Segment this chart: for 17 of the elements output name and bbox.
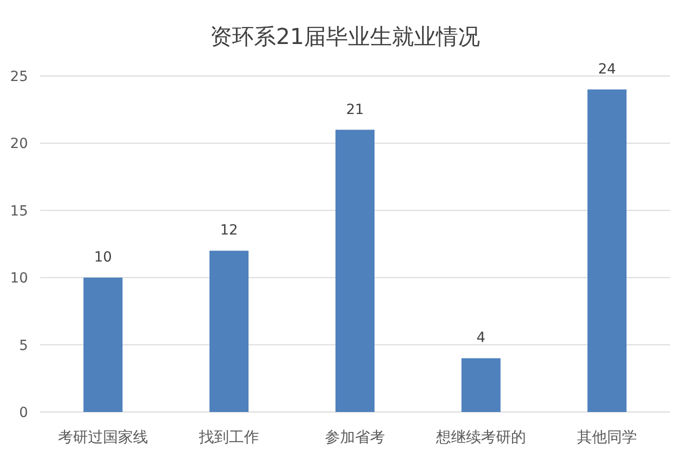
y-tick-label: 25 [10,69,28,85]
x-tick-label: 其他同学 [577,428,637,446]
x-tick-label: 考研过国家线 [58,428,148,446]
y-tick-label: 5 [19,338,28,354]
x-tick-label: 想继续考研的 [435,428,526,446]
data-label: 12 [220,222,238,239]
data-label: 24 [598,61,616,78]
x-tick-label: 参加省考 [325,428,385,446]
y-tick-label: 20 [10,136,28,152]
y-tick-label: 10 [10,270,28,287]
y-tick-label: 15 [10,203,28,220]
data-label: 4 [476,330,486,346]
y-tick-label: 0 [19,405,28,421]
data-label: 21 [346,102,364,118]
data-label: 10 [94,250,112,266]
chart-title: 资环系21届毕业生就业情况 [210,25,480,50]
x-tick-label: 找到工作 [198,428,259,446]
